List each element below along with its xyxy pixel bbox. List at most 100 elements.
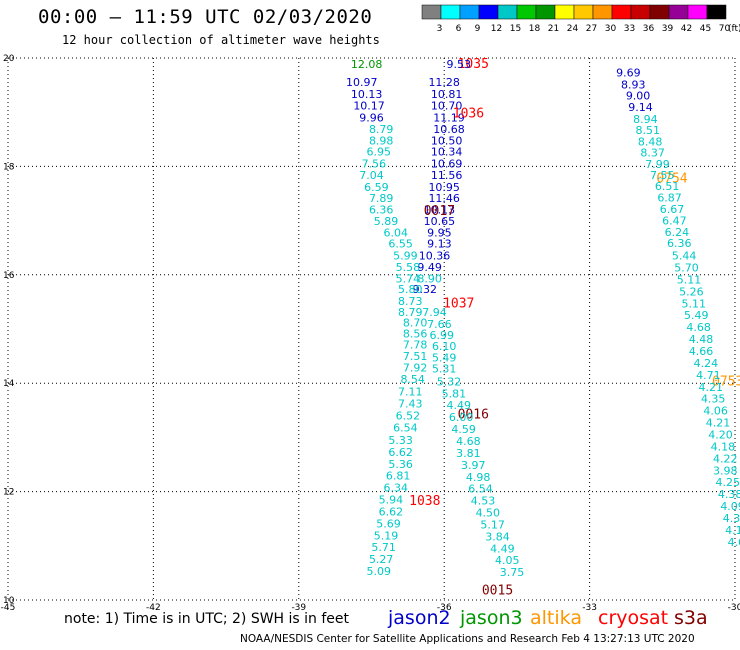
color-scale-tick: 3: [437, 24, 443, 34]
color-scale-unit: (ft): [728, 24, 740, 34]
wave-height-label-swh: 7.11: [398, 386, 423, 399]
color-scale-tick: 70: [719, 24, 731, 34]
wave-height-label-swh: 4.05: [495, 554, 520, 567]
wave-height-label-swh: 5.99: [393, 250, 418, 263]
wave-height-label-swh: 5.89: [374, 215, 399, 228]
wave-height-label-swh: 4.48: [689, 333, 714, 346]
pass-time-label-cryosat: 1036: [453, 107, 484, 122]
y-tick-label: 18: [3, 162, 15, 172]
wave-height-label-jason2: 11.19: [433, 111, 465, 124]
wave-height-label-swh: 3.81: [456, 447, 481, 460]
wave-height-label-swh: 8.54: [400, 373, 425, 386]
wave-height-label-jason2: 10.70: [431, 99, 463, 112]
wave-height-label-jason2: 10.97: [346, 76, 378, 89]
color-scale-tick: 33: [624, 24, 635, 34]
wave-height-label-swh: 6.00: [449, 411, 474, 424]
legend-s3a: s3a: [674, 607, 708, 629]
chart-subtitle: 12 hour collection of altimeter wave hei…: [62, 33, 380, 47]
wave-height-label-swh: 4.49: [446, 399, 471, 412]
wave-height-label-swh: 4.14: [725, 524, 740, 537]
y-tick-label: 10: [3, 596, 15, 606]
credit-line: NOAA/NESDIS Center for Satellite Applica…: [240, 633, 695, 645]
wave-height-label-swh: 7.78: [403, 339, 428, 352]
wave-height-label-swh: 4.21: [706, 417, 731, 430]
y-tick-label: 20: [3, 54, 15, 64]
color-scale-tick: 18: [529, 24, 541, 34]
wave-height-label-swh: 5.80: [398, 283, 423, 296]
wave-height-label-swh: 5.58: [396, 261, 421, 274]
wave-height-label-swh: 4.24: [694, 357, 719, 370]
x-tick-label: -45: [1, 603, 16, 613]
wave-height-label-swh: 6.62: [379, 505, 404, 518]
legend-jason2: jason2: [388, 607, 451, 629]
wave-height-label-swh: 7.99: [645, 158, 670, 171]
wave-height-label-swh: 8.70: [403, 316, 428, 329]
wave-height-label-swh: 5.74: [396, 272, 421, 285]
wave-height-label-jason2: 9.49: [417, 261, 442, 274]
wave-height-label-swh: 5.69: [376, 517, 401, 530]
x-tick-label: -30: [728, 603, 740, 613]
wave-height-label-swh: 4.98: [466, 471, 491, 484]
color-scale-tick: 27: [586, 24, 597, 34]
wave-height-label-swh: 8.79: [398, 306, 423, 319]
pass-time-label-altika: 0753: [712, 374, 740, 389]
wave-height-label-swh: 7.04: [359, 169, 384, 182]
wave-height-label-jason2: 9.14: [628, 101, 653, 114]
wave-height-label-swh: 5.27: [369, 553, 394, 566]
color-scale-tick: 36: [643, 24, 655, 34]
wave-height-label-swh: 6.47: [662, 214, 687, 227]
y-tick-label: 14: [3, 379, 15, 389]
wave-height-label-jason3: 12.08: [351, 58, 383, 71]
wave-height-label-jason2: 10.68: [433, 123, 465, 136]
wave-height-label-swh: 4.39: [723, 512, 740, 525]
wave-height-label-swh: 6.52: [396, 410, 421, 423]
wave-height-label-swh: 4.50: [476, 507, 501, 520]
wave-height-label-swh: 5.49: [684, 309, 709, 322]
wave-height-label-swh: 4.21: [699, 381, 724, 394]
y-tick-label: 16: [3, 271, 15, 281]
wave-height-label-swh: 4.49: [490, 542, 515, 555]
wave-height-label-swh: 8.56: [403, 328, 428, 341]
wave-height-label-jason2: 10.13: [351, 88, 383, 101]
pass-time-label-altika: 0754: [656, 172, 687, 187]
wave-height-label-swh: 5.49: [432, 352, 457, 365]
wave-height-label-swh: 4.68: [686, 321, 711, 334]
wave-height-label-swh: 6.10: [432, 340, 457, 353]
color-scale-tick: 24: [567, 24, 579, 34]
wave-height-label-swh: 4.35: [701, 393, 726, 406]
wave-height-label-swh: 6.24: [665, 226, 690, 239]
wave-height-label-swh: 7.89: [369, 192, 394, 205]
wave-height-label-swh: 3.97: [461, 459, 486, 472]
wave-height-label-swh: 3.98: [713, 464, 738, 477]
wave-height-label-swh: 8.94: [633, 113, 658, 126]
color-scale-tick: 12: [491, 24, 502, 34]
wave-height-label-swh: 6.87: [657, 192, 682, 205]
wave-height-label-swh: 4.20: [708, 428, 733, 441]
wave-height-label-swh: 4.68: [456, 435, 481, 448]
wave-height-label-jason2: 10.34: [431, 146, 463, 159]
wave-height-label-jason2: 10.50: [431, 135, 463, 148]
x-tick-label: -33: [582, 603, 597, 613]
wave-height-label-swh: 5.19: [374, 529, 399, 542]
wave-height-label-swh: 4.38: [718, 488, 740, 501]
wave-height-label-swh: 4.59: [451, 423, 476, 436]
wave-height-label-swh-top: 9.53: [446, 58, 471, 71]
wave-height-label-swh: 8.48: [638, 135, 663, 148]
wave-height-label-jason2: 9.00: [626, 90, 651, 103]
wave-height-label-swh: 8.79: [369, 123, 394, 136]
wave-height-label-swh: 5.11: [677, 273, 702, 286]
wave-height-label-swh: 5.36: [388, 458, 413, 471]
wave-height-label-swh: 3.75: [500, 566, 525, 579]
wave-height-label-swh: 6.04: [383, 226, 408, 239]
wave-height-label-swh: 6.95: [367, 146, 392, 159]
pass-time-label-s3a: 0017: [424, 204, 455, 219]
wave-height-label-swh: 6.54: [468, 483, 493, 496]
wave-height-label-swh: 7.56: [362, 157, 387, 170]
pass-time-label-s3a: 0015: [482, 584, 513, 599]
wave-height-label-swh: 4.18: [711, 440, 736, 453]
color-swatch: [706, 4, 727, 20]
wave-height-label-swh: 5.32: [437, 375, 462, 388]
wave-height-label-swh: 7.92: [403, 361, 428, 374]
wave-height-label-swh: 4.66: [689, 345, 714, 358]
